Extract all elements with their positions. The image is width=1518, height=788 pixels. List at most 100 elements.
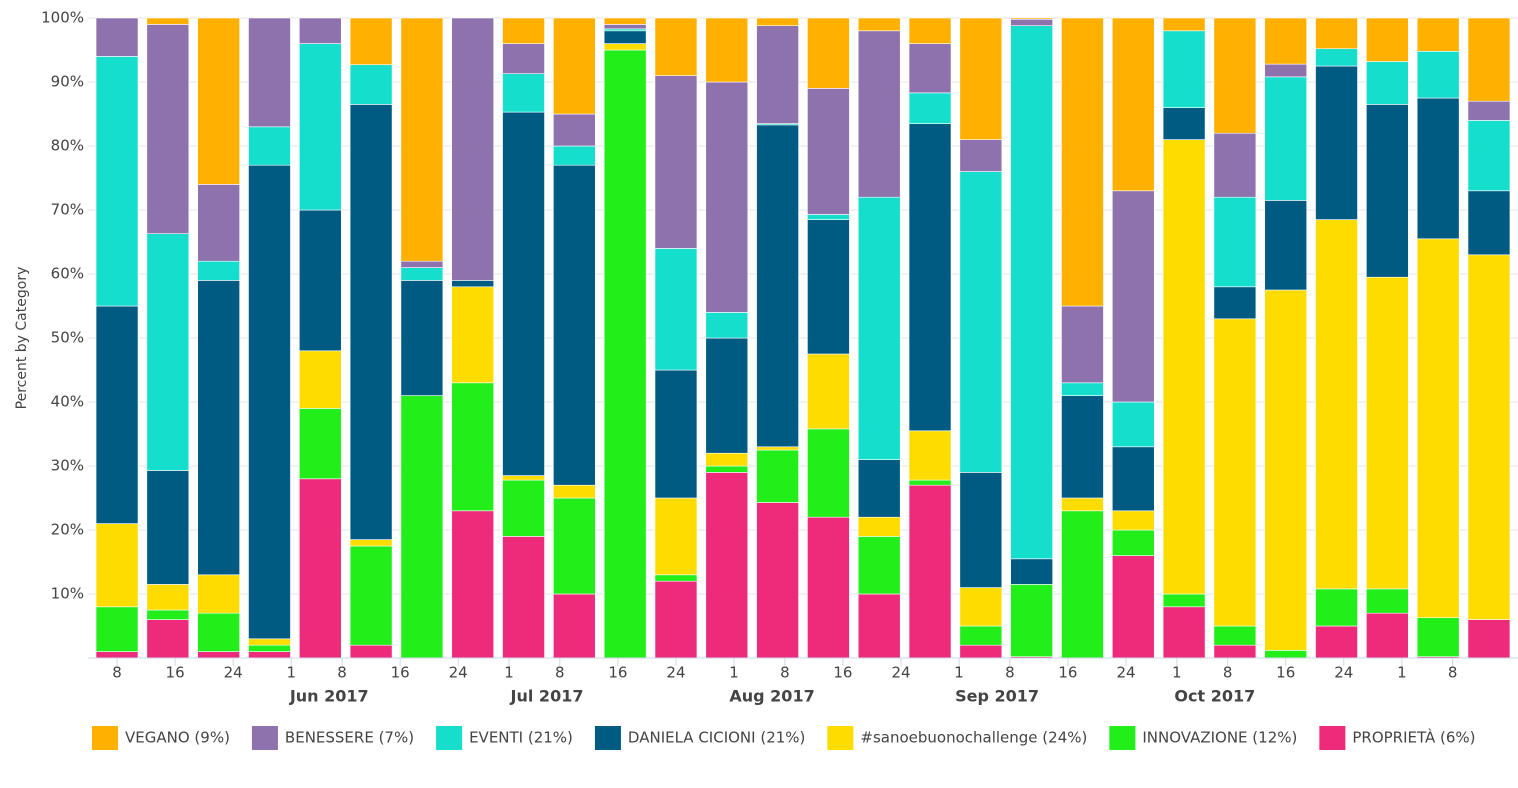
y-tick-label: 10% [51, 585, 84, 603]
bar-segment [603, 24, 647, 30]
bar-segment [146, 17, 190, 25]
bar-segment [959, 171, 1003, 473]
bar-segment [197, 17, 240, 185]
month-label: Oct 2017 [1174, 687, 1255, 706]
legend-label: EVENTI (21%) [469, 729, 573, 747]
x-tick-label: 1 [504, 664, 514, 682]
bar-segment [298, 408, 342, 480]
bar-segment [197, 651, 240, 659]
bar-segment [908, 92, 952, 124]
bar-segment [451, 280, 495, 288]
bar-segment [1416, 17, 1460, 52]
bar-segment [1162, 593, 1206, 608]
bar-segment [603, 49, 647, 659]
legend-swatch [1319, 726, 1346, 750]
bar-segment [197, 280, 240, 576]
bar-segment [349, 545, 393, 646]
bar-segment [1366, 17, 1409, 62]
bar-segment [197, 260, 240, 281]
bar-segment [1416, 617, 1460, 658]
bar-segment [146, 24, 190, 234]
bar-segment [451, 510, 495, 659]
bar-segment [1213, 17, 1257, 134]
bar-segment [349, 17, 393, 66]
month-label: Aug 2017 [729, 687, 814, 706]
bar-segment [654, 248, 698, 371]
bar-segment [756, 17, 799, 26]
bar-segment [197, 184, 240, 262]
x-tick-label: 8 [1005, 664, 1015, 682]
bar-segment [908, 479, 952, 486]
x-tick-label: 1 [286, 664, 296, 682]
bar-segment [959, 17, 1003, 140]
bar-segment [1315, 65, 1358, 220]
x-tick-label: 16 [1276, 664, 1295, 682]
bar-segment [502, 111, 545, 476]
x-tick-label: 8 [1223, 664, 1233, 682]
bar-segment [654, 369, 698, 499]
bar-segment [1467, 254, 1511, 620]
bar-segment [654, 75, 698, 249]
bar-segment [298, 350, 342, 409]
bar-segment [553, 497, 596, 595]
bar-segment [1213, 318, 1257, 627]
y-tick-label: 20% [51, 521, 84, 539]
bar-segment [248, 638, 291, 646]
bar-segment [197, 612, 240, 652]
bar-segment [146, 233, 190, 471]
x-tick-label: 16 [833, 664, 852, 682]
bar-segment [705, 81, 749, 313]
bar-segment [705, 452, 749, 467]
bar-segment [756, 446, 799, 451]
legend-swatch [1109, 726, 1136, 750]
bar-segment [502, 43, 545, 74]
bar-segment [857, 196, 901, 460]
bar-segment [298, 17, 342, 44]
bar-segment [1162, 30, 1206, 108]
bar-segment [349, 104, 393, 540]
bar-segment [146, 584, 190, 611]
bar-segment [1315, 17, 1358, 50]
bar-segment [1061, 510, 1104, 659]
bar-segment [1111, 17, 1155, 192]
bar-segment [1111, 401, 1155, 448]
legend-swatch [594, 726, 621, 750]
x-tick-label: 24 [449, 664, 468, 682]
legend-swatch [92, 726, 118, 750]
bar-segment [146, 619, 190, 659]
bar-segment [1162, 17, 1206, 32]
bar-segment [1467, 17, 1511, 102]
bar-segment [1467, 100, 1511, 121]
legend-label: DANIELA CICIONI (21%) [628, 729, 805, 747]
x-tick-label: 1 [729, 664, 739, 682]
bar-segment [400, 260, 444, 268]
bar-segment [1264, 76, 1308, 201]
bar-segment [959, 587, 1003, 627]
bar-segment [400, 280, 444, 396]
bar-segment [95, 523, 139, 608]
x-tick-label: 24 [666, 664, 685, 682]
bar-segment [1111, 529, 1155, 556]
bar-segment [95, 606, 139, 652]
bar-segment [553, 593, 596, 659]
bar-segment [654, 17, 698, 76]
bar-segment [95, 17, 139, 57]
bar-segment [95, 56, 139, 307]
bar-segment [807, 219, 850, 355]
bar-segment [756, 25, 799, 124]
bar-segment [807, 428, 850, 518]
bar-segment [502, 73, 545, 113]
bar-segment [857, 459, 901, 518]
bar-segment [1366, 588, 1409, 614]
bar-segment [756, 449, 799, 503]
month-label: Sep 2017 [955, 687, 1039, 706]
bar-segment [1315, 219, 1358, 590]
bar-segment [654, 574, 698, 582]
x-tick-label: 24 [224, 664, 243, 682]
bar-segment [298, 209, 342, 352]
x-tick-label: 8 [112, 664, 122, 682]
bar-segment [451, 286, 495, 384]
bar-segment [1162, 606, 1206, 659]
bar-segment [857, 536, 901, 595]
legend-swatch [827, 726, 854, 750]
